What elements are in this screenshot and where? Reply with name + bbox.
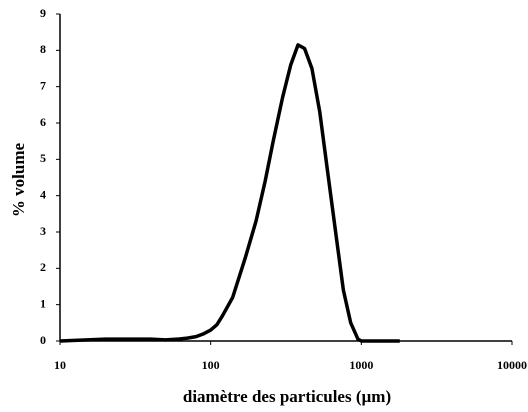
x-tick-label: 100 bbox=[202, 358, 220, 372]
y-tick-label: 6 bbox=[40, 115, 46, 129]
x-tick-label: 1000 bbox=[349, 358, 373, 372]
y-tick-label: 9 bbox=[40, 6, 46, 20]
y-tick-label: 4 bbox=[40, 187, 46, 201]
y-tick-label: 7 bbox=[40, 78, 46, 92]
y-axis-title: % volume bbox=[9, 142, 28, 217]
y-tick-label: 5 bbox=[40, 151, 46, 165]
x-tick-label: 10 bbox=[54, 358, 66, 372]
y-tick-label: 3 bbox=[40, 224, 46, 238]
y-tick-label: 0 bbox=[40, 333, 46, 347]
data-line bbox=[59, 43, 400, 343]
y-tick-label: 1 bbox=[40, 296, 46, 310]
x-axis-title: diamètre des particules (µm) bbox=[183, 387, 391, 406]
y-tick-label: 2 bbox=[40, 260, 46, 274]
y-tick-label: 8 bbox=[40, 42, 46, 56]
x-tick-label: 10000 bbox=[497, 358, 527, 372]
